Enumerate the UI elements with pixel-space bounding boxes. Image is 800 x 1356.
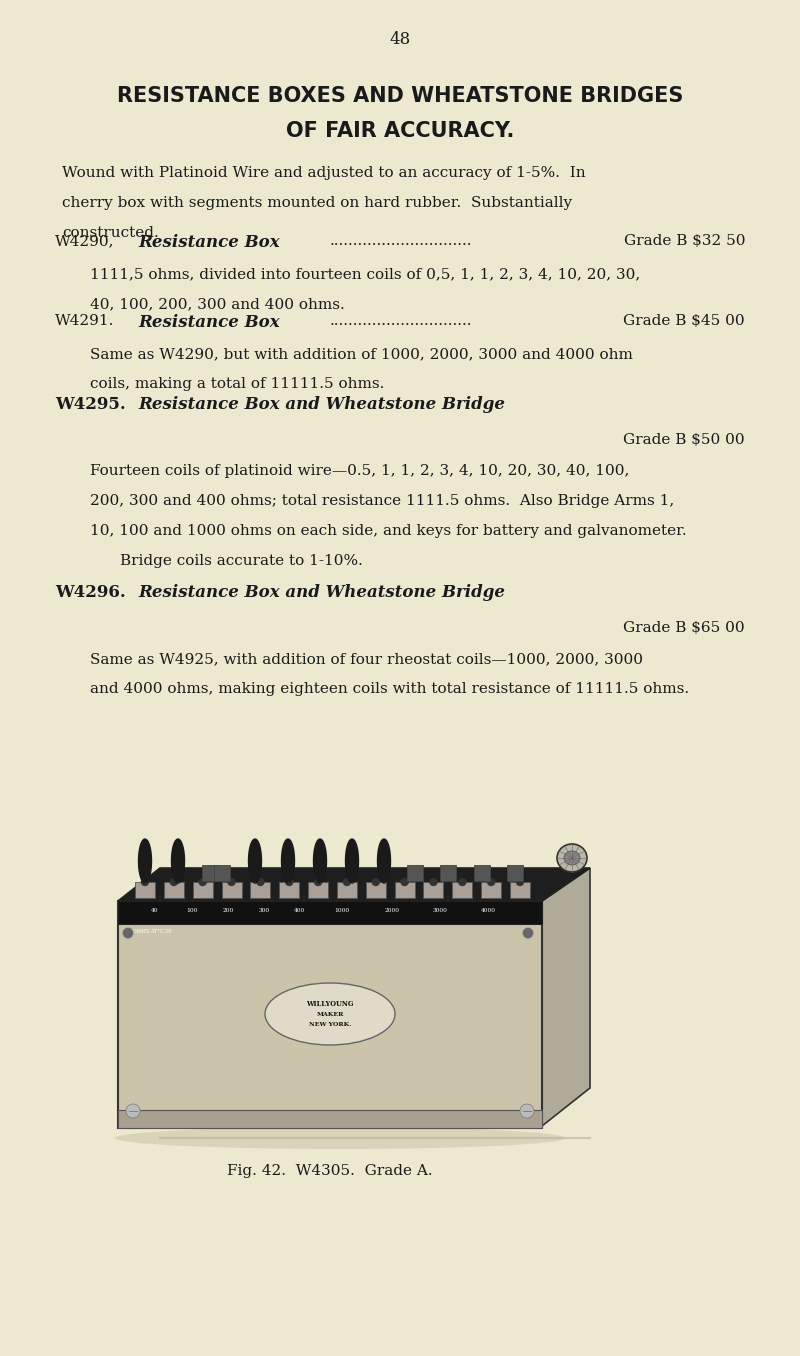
Text: 40, 100, 200, 300 and 400 ohms.: 40, 100, 200, 300 and 400 ohms.: [90, 297, 345, 311]
Text: and 4000 ohms, making eighteen coils with total resistance of 11111.5 ohms.: and 4000 ohms, making eighteen coils wit…: [90, 682, 689, 696]
Circle shape: [430, 877, 438, 885]
Circle shape: [170, 877, 178, 885]
Polygon shape: [282, 839, 294, 883]
Circle shape: [522, 928, 534, 938]
FancyBboxPatch shape: [407, 865, 423, 881]
Text: Z.OHMS AT°C-20: Z.OHMS AT°C-20: [128, 929, 171, 934]
Polygon shape: [138, 839, 151, 883]
Circle shape: [122, 928, 134, 938]
Text: Resistance Box: Resistance Box: [138, 315, 280, 331]
Text: W4291.: W4291.: [55, 315, 114, 328]
Text: 4000: 4000: [481, 909, 495, 913]
Text: 1111,5 ohms, divided into fourteen coils of 0,5, 1, 1, 2, 3, 4, 10, 20, 30,: 1111,5 ohms, divided into fourteen coils…: [90, 267, 640, 281]
FancyBboxPatch shape: [222, 881, 242, 898]
Ellipse shape: [265, 983, 395, 1045]
FancyBboxPatch shape: [202, 865, 218, 881]
Text: Grade B $45 00: Grade B $45 00: [623, 315, 745, 328]
Ellipse shape: [115, 1127, 565, 1149]
Text: Grade B $50 00: Grade B $50 00: [623, 433, 745, 447]
Text: Same as W4925, with addition of four rheostat coils—1000, 2000, 3000: Same as W4925, with addition of four rhe…: [90, 652, 643, 666]
FancyBboxPatch shape: [250, 881, 270, 898]
FancyBboxPatch shape: [279, 881, 299, 898]
Text: 100: 100: [186, 909, 198, 913]
FancyBboxPatch shape: [118, 900, 542, 923]
Text: Resistance Box and Wheatstone Bridge: Resistance Box and Wheatstone Bridge: [138, 396, 505, 414]
Text: Resistance Box and Wheatstone Bridge: Resistance Box and Wheatstone Bridge: [138, 584, 505, 601]
Text: 3000: 3000: [433, 909, 447, 913]
Text: W4290,: W4290,: [55, 235, 114, 248]
Circle shape: [372, 877, 380, 885]
Text: ..............................: ..............................: [330, 235, 473, 248]
FancyBboxPatch shape: [193, 881, 213, 898]
FancyBboxPatch shape: [214, 865, 230, 881]
FancyBboxPatch shape: [423, 881, 443, 898]
FancyBboxPatch shape: [474, 865, 490, 881]
Text: ..............................: ..............................: [330, 315, 473, 328]
Text: Wound with Platinoid Wire and adjusted to an accuracy of 1-5%.  In: Wound with Platinoid Wire and adjusted t…: [62, 165, 586, 180]
FancyBboxPatch shape: [118, 900, 542, 1128]
FancyBboxPatch shape: [510, 881, 530, 898]
Ellipse shape: [557, 843, 587, 872]
FancyBboxPatch shape: [452, 881, 472, 898]
FancyBboxPatch shape: [481, 881, 501, 898]
FancyBboxPatch shape: [308, 881, 328, 898]
Text: NEW YORK.: NEW YORK.: [309, 1021, 351, 1026]
Text: 200: 200: [222, 909, 234, 913]
Circle shape: [198, 877, 206, 885]
Circle shape: [516, 877, 524, 885]
Polygon shape: [346, 839, 358, 883]
FancyBboxPatch shape: [507, 865, 523, 881]
Circle shape: [343, 877, 351, 885]
Text: Same as W4290, but with addition of 1000, 2000, 3000 and 4000 ohm: Same as W4290, but with addition of 1000…: [90, 347, 633, 361]
Text: W4296.: W4296.: [55, 584, 126, 601]
Text: constructed.: constructed.: [62, 226, 158, 240]
FancyBboxPatch shape: [337, 881, 357, 898]
Circle shape: [141, 877, 149, 885]
Circle shape: [458, 877, 466, 885]
Polygon shape: [542, 868, 590, 1125]
Polygon shape: [314, 839, 326, 883]
Text: 200, 300 and 400 ohms; total resistance 1111.5 ohms.  Also Bridge Arms 1,: 200, 300 and 400 ohms; total resistance …: [90, 494, 674, 508]
Text: Fourteen coils of platinoid wire—0.5, 1, 1, 2, 3, 4, 10, 20, 30, 40, 100,: Fourteen coils of platinoid wire—0.5, 1,…: [90, 464, 630, 479]
Circle shape: [256, 877, 264, 885]
FancyBboxPatch shape: [118, 1111, 542, 1128]
Text: 48: 48: [390, 31, 410, 47]
Text: Bridge coils accurate to 1-10%.: Bridge coils accurate to 1-10%.: [120, 555, 363, 568]
Polygon shape: [171, 839, 185, 883]
Text: Grade B $65 00: Grade B $65 00: [623, 621, 745, 635]
Circle shape: [520, 1104, 534, 1117]
FancyBboxPatch shape: [135, 881, 155, 898]
Circle shape: [487, 877, 495, 885]
Text: W4295.: W4295.: [55, 396, 126, 414]
Text: cherry box with segments mounted on hard rubber.  Substantially: cherry box with segments mounted on hard…: [62, 197, 572, 210]
Text: 1000: 1000: [334, 909, 350, 913]
Text: MAKER: MAKER: [316, 1012, 344, 1017]
Text: Fig. 42.  W4305.  Grade A.: Fig. 42. W4305. Grade A.: [227, 1163, 433, 1178]
Polygon shape: [378, 839, 390, 883]
Text: WILLYOUNG: WILLYOUNG: [306, 999, 354, 1008]
Circle shape: [126, 1104, 140, 1117]
Circle shape: [286, 877, 294, 885]
Text: 300: 300: [258, 909, 270, 913]
Text: RESISTANCE BOXES AND WHEATSTONE BRIDGES: RESISTANCE BOXES AND WHEATSTONE BRIDGES: [117, 85, 683, 106]
Text: coils, making a total of 11111.5 ohms.: coils, making a total of 11111.5 ohms.: [90, 377, 384, 391]
FancyBboxPatch shape: [440, 865, 456, 881]
Text: 10, 100 and 1000 ohms on each side, and keys for battery and galvanometer.: 10, 100 and 1000 ohms on each side, and …: [90, 523, 686, 538]
Text: 400: 400: [294, 909, 306, 913]
Text: 40: 40: [151, 909, 158, 913]
Circle shape: [401, 877, 409, 885]
Polygon shape: [118, 868, 590, 900]
Circle shape: [227, 877, 235, 885]
FancyBboxPatch shape: [366, 881, 386, 898]
Circle shape: [314, 877, 322, 885]
FancyBboxPatch shape: [164, 881, 184, 898]
Text: Grade B $32 50: Grade B $32 50: [623, 235, 745, 248]
Ellipse shape: [564, 852, 580, 865]
Polygon shape: [249, 839, 262, 883]
Text: 2000: 2000: [385, 909, 399, 913]
Text: OF FAIR ACCURACY.: OF FAIR ACCURACY.: [286, 121, 514, 141]
Text: Resistance Box: Resistance Box: [138, 235, 280, 251]
FancyBboxPatch shape: [394, 881, 414, 898]
